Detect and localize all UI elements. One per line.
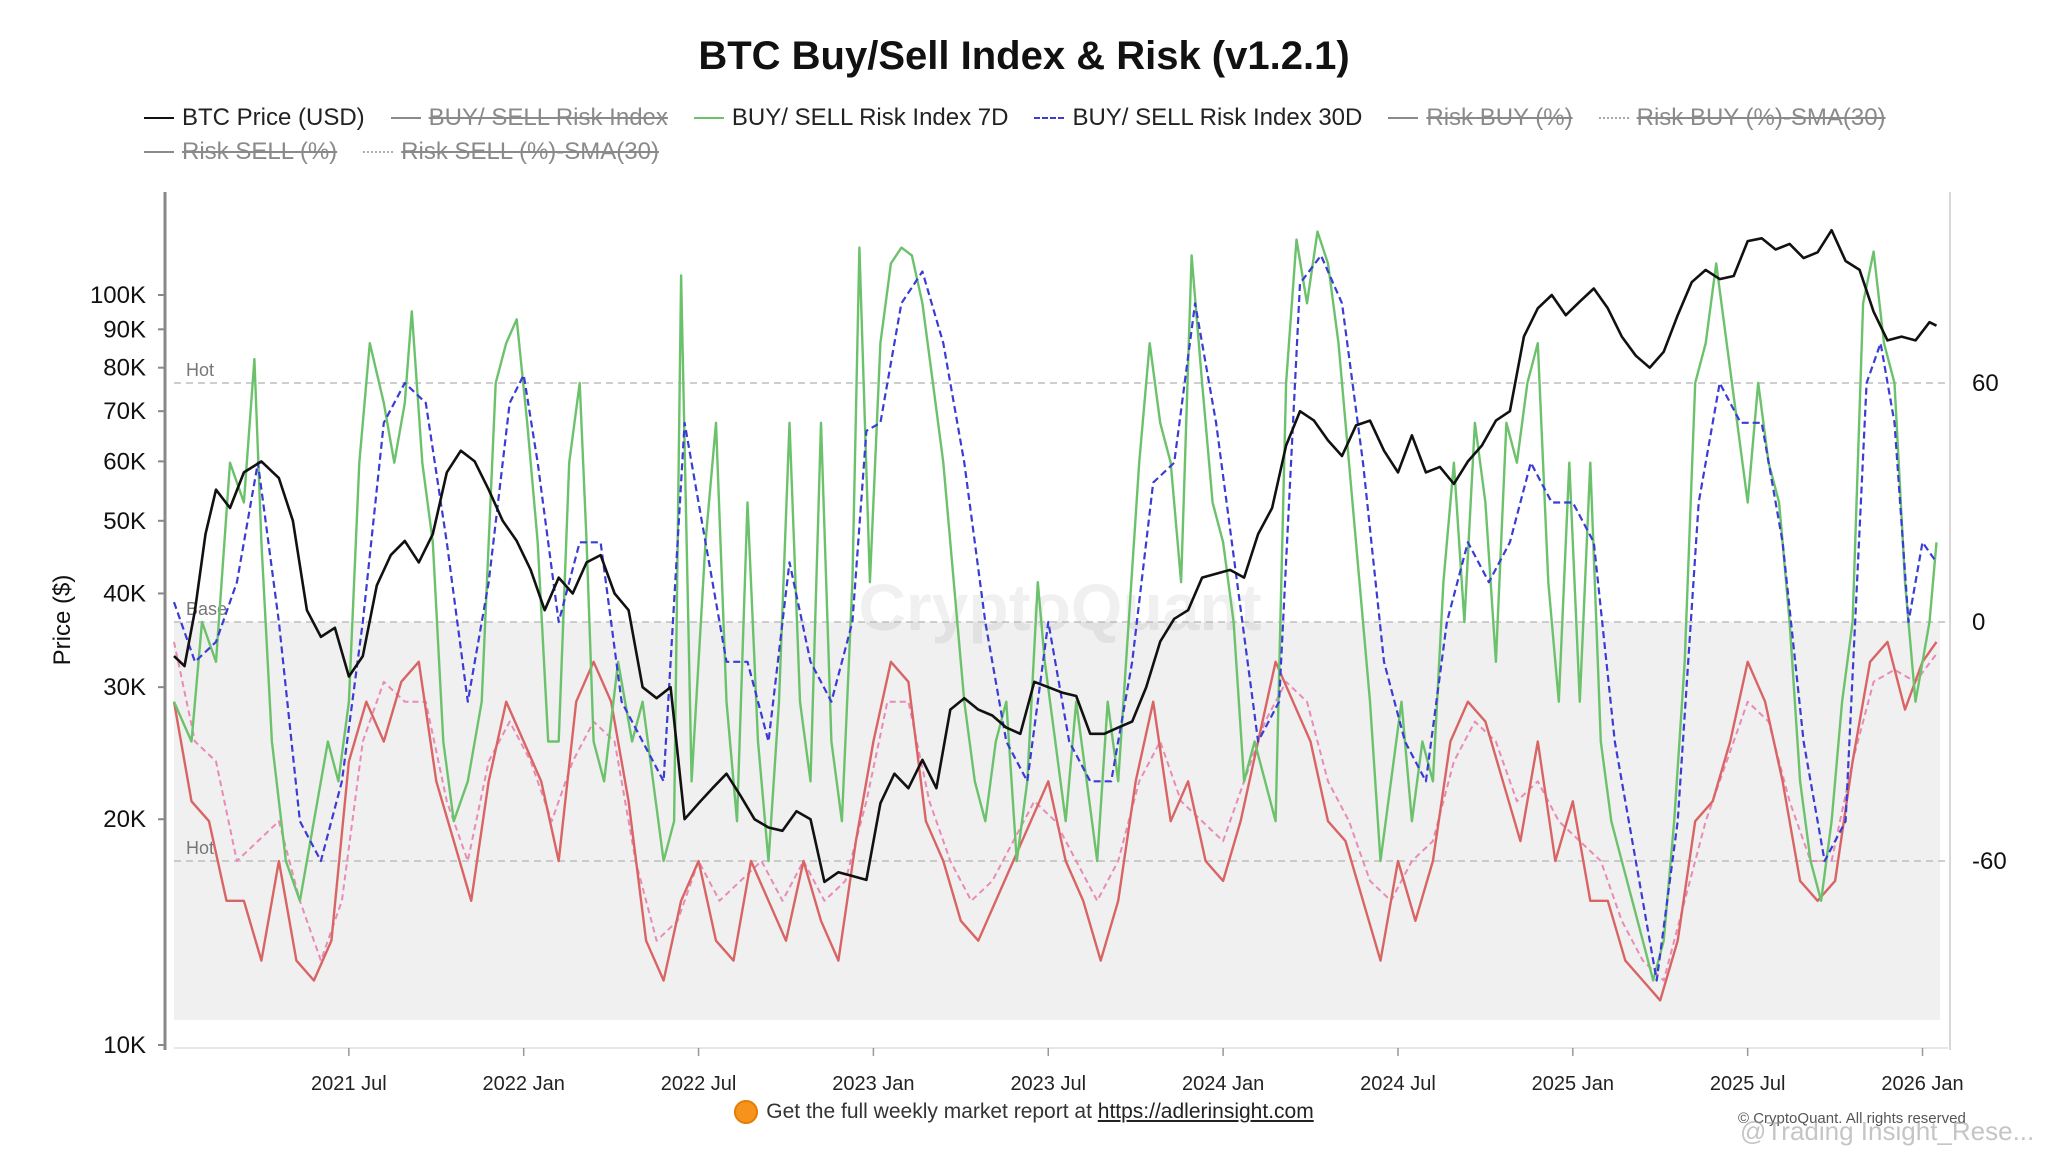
reference-line-label: Hot (186, 360, 214, 380)
series-layer (172, 228, 1938, 1002)
legend-label: Risk SELL (%)-SMA(30) (401, 138, 659, 165)
footer-link[interactable]: https://adlerinsight.com (1097, 1100, 1314, 1123)
copyright: © CryptoQuant. All rights reserved (1738, 1110, 1966, 1127)
y-left-tick-label: 60K (103, 448, 146, 475)
y-left-tick-label: 20K (103, 806, 146, 833)
legend-risk-buy-sma[interactable]: Risk BUY (%)-SMA(30) (1598, 104, 1886, 132)
x-tick-label: 2022 Jul (661, 1073, 737, 1095)
legend-risk-buy[interactable]: Risk BUY (%) (1388, 104, 1573, 132)
source-watermark: @Trading Insight_Rese... (1740, 1116, 2035, 1146)
x-tick-label: 2026 Jan (1881, 1073, 1963, 1095)
series-line-btc-price-usd- (173, 228, 1938, 884)
chart-title: BTC Buy/Sell Index & Risk (v1.2.1) (698, 34, 1350, 78)
legend-risk-sell[interactable]: Risk SELL (%) (144, 138, 337, 166)
y-right-tick-label: 60 (1972, 370, 1999, 397)
y-right-tick-label: -60 (1972, 848, 2007, 875)
x-tick-label: 2023 Jul (1010, 1073, 1086, 1095)
legend-risk-sell-sma[interactable]: Risk SELL (%)-SMA(30) (363, 138, 659, 166)
legend-label: Risk BUY (%)-SMA(30) (1636, 104, 1886, 131)
x-tick-label: 2022 Jan (483, 1073, 565, 1095)
legend-swatch (693, 117, 724, 119)
reference-line-label: Hot (186, 838, 214, 858)
legend-label: BUY/ SELL Risk Index (428, 104, 668, 131)
legend-row-1: BTC Price (USD) BUY/ SELL Risk Index BUY… (144, 104, 1912, 132)
y-left-tick-label: 80K (103, 355, 146, 382)
legend-swatch (390, 117, 421, 119)
legend-swatch (144, 117, 174, 119)
legend-risk-index-7d[interactable]: BUY/ SELL Risk Index 7D (693, 104, 1009, 132)
series-line-buy-sell-risk-index-7d (172, 230, 1938, 982)
x-tick-label: 2024 Jan (1182, 1073, 1264, 1095)
y-left-tick-label: 50K (103, 508, 146, 535)
y-left-tick-label: 30K (103, 674, 146, 701)
legend-risk-index-30d[interactable]: BUY/ SELL Risk Index 30D (1034, 104, 1362, 132)
orange-coin-icon (734, 1100, 759, 1125)
series-line-buy-sell-risk-index-30d (172, 254, 1938, 982)
legend-swatch (363, 151, 394, 153)
legend-swatch (1034, 117, 1065, 119)
footer: Get the full weekly market report at htt… (0, 1100, 2048, 1125)
legend-swatch (1388, 117, 1419, 119)
y-left-tick-label: 100K (90, 282, 146, 309)
y-left-tick-label: 70K (103, 398, 146, 425)
series-line-risk-sell- (172, 640, 1938, 1002)
x-tick-label: 2024 Jul (1360, 1073, 1436, 1095)
footer-text: Get the full weekly market report at (766, 1100, 1092, 1123)
legend-swatch (144, 151, 174, 153)
legend-swatch (1598, 117, 1629, 119)
y-left-tick-label: 10K (103, 1032, 146, 1059)
legend-risk-index[interactable]: BUY/ SELL Risk Index (390, 104, 668, 132)
legend-label: BUY/ SELL Risk Index 30D (1072, 104, 1363, 131)
legend-label: BTC Price (USD) (182, 104, 365, 131)
axes: 10K 20K 30K 40K 50K 60K 70K 80K 90K 100K 60 0 -60 202… (90, 282, 2007, 1095)
y-right-tick-label: 0 (1972, 609, 1985, 636)
legend-label: Risk BUY (%) (1426, 104, 1573, 131)
y-axis-label: Price ($) (49, 575, 76, 666)
x-tick-label: 2025 Jul (1710, 1073, 1786, 1095)
y-left-tick-label: 90K (103, 316, 146, 343)
y-left-tick-label: 40K (103, 580, 146, 607)
x-tick-label: 2025 Jan (1532, 1073, 1614, 1095)
series-line-risk-sell-sma-30- (173, 641, 1938, 982)
x-tick-label: 2023 Jan (832, 1073, 914, 1095)
legend-label: Risk SELL (%) (182, 138, 338, 165)
cryptoquant-watermark: CryptoQuant (858, 570, 1261, 644)
legend-btc-price[interactable]: BTC Price (USD) (144, 104, 365, 132)
x-tick-label: 2021 Jul (311, 1073, 387, 1095)
legend-label: BUY/ SELL Risk Index 7D (731, 104, 1009, 131)
legend-row-2: Risk SELL (%) Risk SELL (%)-SMA(30) (144, 138, 685, 166)
